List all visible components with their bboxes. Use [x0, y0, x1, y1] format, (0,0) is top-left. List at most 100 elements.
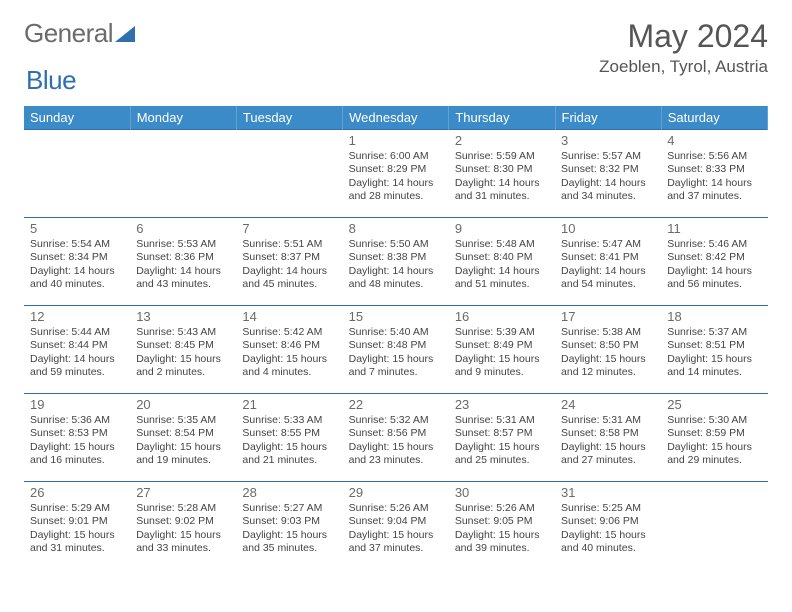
calendar-head: SundayMondayTuesdayWednesdayThursdayFrid…	[24, 106, 768, 130]
day-cell: 10Sunrise: 5:47 AMSunset: 8:41 PMDayligh…	[555, 218, 661, 306]
week-row: 26Sunrise: 5:29 AMSunset: 9:01 PMDayligh…	[24, 482, 768, 570]
day-details: Sunrise: 5:36 AMSunset: 8:53 PMDaylight:…	[30, 414, 124, 468]
day-details: Sunrise: 5:44 AMSunset: 8:44 PMDaylight:…	[30, 326, 124, 380]
day-number: 28	[242, 485, 336, 500]
day-details: Sunrise: 5:59 AMSunset: 8:30 PMDaylight:…	[455, 150, 549, 204]
day-cell: 17 Sunrise: 5:38 AMSunset: 8:50 PMDayligh…	[555, 306, 661, 394]
day-details: Sunrise: 5:42 AMSunset: 8:46 PMDaylight:…	[242, 326, 336, 380]
day-number: 24	[561, 397, 655, 412]
day-number: 1	[349, 133, 443, 148]
day-details: Sunrise: 5:38 AMSunset: 8:50 PMDaylight:…	[561, 326, 655, 380]
day-cell: 6Sunrise: 5:53 AMSunset: 8:36 PMDaylight…	[130, 218, 236, 306]
day-details: Sunrise: 5:56 AMSunset: 8:33 PMDaylight:…	[667, 150, 761, 204]
day-details: Sunrise: 5:46 AMSunset: 8:42 PMDaylight:…	[667, 238, 761, 292]
day-cell: 2 Sunrise: 5:59 AMSunset: 8:30 PMDaylight…	[449, 130, 555, 218]
day-details: Sunrise: 5:57 AMSunset: 8:32 PMDaylight:…	[561, 150, 655, 204]
day-number: 9	[455, 221, 549, 236]
day-details: Sunrise: 5:32 AMSunset: 8:56 PMDaylight:…	[349, 414, 443, 468]
day-number: 18	[667, 309, 761, 324]
day-cell: 20 Sunrise: 5:35 AMSunset: 8:54 PMDayligh…	[130, 394, 236, 482]
day-cell: 7 Sunrise: 5:51 AMSunset: 8:37 PMDaylight…	[236, 218, 342, 306]
day-number: 31	[561, 485, 655, 500]
triangle-icon	[115, 18, 135, 49]
day-number: 27	[136, 485, 230, 500]
week-row: 1 Sunrise: 6:00 AMSunset: 8:29 PMDaylight…	[24, 130, 768, 218]
day-cell: 25 Sunrise: 5:30 AMSunset: 8:59 PMDayligh…	[661, 394, 767, 482]
day-cell: 11 Sunrise: 5:46 AMSunset: 8:42 PMDayligh…	[661, 218, 767, 306]
day-details: Sunrise: 5:51 AMSunset: 8:37 PMDaylight:…	[242, 238, 336, 292]
empty-cell	[661, 482, 767, 570]
brand-part1: General	[24, 18, 113, 49]
day-cell: 8Sunrise: 5:50 AMSunset: 8:38 PMDaylight…	[343, 218, 449, 306]
day-details: Sunrise: 6:00 AMSunset: 8:29 PMDaylight:…	[349, 150, 443, 204]
day-details: Sunrise: 5:27 AMSunset: 9:03 PMDaylight:…	[242, 502, 336, 556]
day-number: 13	[136, 309, 230, 324]
day-cell: 1 Sunrise: 6:00 AMSunset: 8:29 PMDaylight…	[343, 130, 449, 218]
day-details: Sunrise: 5:25 AMSunset: 9:06 PMDaylight:…	[561, 502, 655, 556]
day-cell: 14 Sunrise: 5:42 AMSunset: 8:46 PMDayligh…	[236, 306, 342, 394]
day-number: 15	[349, 309, 443, 324]
month-title: May 2024	[599, 18, 768, 55]
day-cell: 4Sunrise: 5:56 AMSunset: 8:33 PMDaylight…	[661, 130, 767, 218]
dayname-sunday: Sunday	[24, 106, 130, 130]
day-cell: 13Sunrise: 5:43 AMSunset: 8:45 PMDayligh…	[130, 306, 236, 394]
day-details: Sunrise: 5:47 AMSunset: 8:41 PMDaylight:…	[561, 238, 655, 292]
day-cell: 15 Sunrise: 5:40 AMSunset: 8:48 PMDayligh…	[343, 306, 449, 394]
week-row: 5Sunrise: 5:54 AMSunset: 8:34 PMDaylight…	[24, 218, 768, 306]
location: Zoeblen, Tyrol, Austria	[599, 57, 768, 77]
day-details: Sunrise: 5:31 AMSunset: 8:57 PMDaylight:…	[455, 414, 549, 468]
day-details: Sunrise: 5:26 AMSunset: 9:05 PMDaylight:…	[455, 502, 549, 556]
day-number: 2	[455, 133, 549, 148]
dayname-thursday: Thursday	[449, 106, 555, 130]
day-cell: 18 Sunrise: 5:37 AMSunset: 8:51 PMDayligh…	[661, 306, 767, 394]
empty-cell	[130, 130, 236, 218]
day-details: Sunrise: 5:39 AMSunset: 8:49 PMDaylight:…	[455, 326, 549, 380]
day-details: Sunrise: 5:40 AMSunset: 8:48 PMDaylight:…	[349, 326, 443, 380]
brand-logo: General	[24, 18, 136, 49]
day-number: 30	[455, 485, 549, 500]
day-cell: 27 Sunrise: 5:28 AMSunset: 9:02 PMDayligh…	[130, 482, 236, 570]
day-details: Sunrise: 5:30 AMSunset: 8:59 PMDaylight:…	[667, 414, 761, 468]
day-details: Sunrise: 5:28 AMSunset: 9:02 PMDaylight:…	[136, 502, 230, 556]
day-cell: 3Sunrise: 5:57 AMSunset: 8:32 PMDaylight…	[555, 130, 661, 218]
day-cell: 23 Sunrise: 5:31 AMSunset: 8:57 PMDayligh…	[449, 394, 555, 482]
day-cell: 21Sunrise: 5:33 AMSunset: 8:55 PMDayligh…	[236, 394, 342, 482]
day-cell: 5Sunrise: 5:54 AMSunset: 8:34 PMDaylight…	[24, 218, 130, 306]
day-details: Sunrise: 5:48 AMSunset: 8:40 PMDaylight:…	[455, 238, 549, 292]
day-details: Sunrise: 5:50 AMSunset: 8:38 PMDaylight:…	[349, 238, 443, 292]
day-cell: 29Sunrise: 5:26 AMSunset: 9:04 PMDayligh…	[343, 482, 449, 570]
day-details: Sunrise: 5:53 AMSunset: 8:36 PMDaylight:…	[136, 238, 230, 292]
day-details: Sunrise: 5:31 AMSunset: 8:58 PMDaylight:…	[561, 414, 655, 468]
day-details: Sunrise: 5:37 AMSunset: 8:51 PMDaylight:…	[667, 326, 761, 380]
week-row: 19 Sunrise: 5:36 AMSunset: 8:53 PMDayligh…	[24, 394, 768, 482]
day-cell: 19 Sunrise: 5:36 AMSunset: 8:53 PMDayligh…	[24, 394, 130, 482]
calendar-body: 1 Sunrise: 6:00 AMSunset: 8:29 PMDaylight…	[24, 130, 768, 570]
title-block: May 2024 Zoeblen, Tyrol, Austria	[599, 18, 768, 77]
day-details: Sunrise: 5:26 AMSunset: 9:04 PMDaylight:…	[349, 502, 443, 556]
day-number: 14	[242, 309, 336, 324]
dayname-wednesday: Wednesday	[343, 106, 449, 130]
brand-part2: Blue	[26, 65, 76, 96]
empty-cell	[24, 130, 130, 218]
day-number: 5	[30, 221, 124, 236]
day-number: 7	[242, 221, 336, 236]
day-number: 11	[667, 221, 761, 236]
day-number: 17	[561, 309, 655, 324]
day-cell: 24 Sunrise: 5:31 AMSunset: 8:58 PMDayligh…	[555, 394, 661, 482]
day-cell: 31 Sunrise: 5:25 AMSunset: 9:06 PMDayligh…	[555, 482, 661, 570]
day-number: 25	[667, 397, 761, 412]
day-details: Sunrise: 5:33 AMSunset: 8:55 PMDaylight:…	[242, 414, 336, 468]
day-number: 23	[455, 397, 549, 412]
week-row: 12 Sunrise: 5:44 AMSunset: 8:44 PMDayligh…	[24, 306, 768, 394]
day-number: 19	[30, 397, 124, 412]
day-number: 12	[30, 309, 124, 324]
day-cell: 28 Sunrise: 5:27 AMSunset: 9:03 PMDayligh…	[236, 482, 342, 570]
day-cell: 22 Sunrise: 5:32 AMSunset: 8:56 PMDayligh…	[343, 394, 449, 482]
day-number: 22	[349, 397, 443, 412]
day-cell: 16Sunrise: 5:39 AMSunset: 8:49 PMDayligh…	[449, 306, 555, 394]
day-cell: 12 Sunrise: 5:44 AMSunset: 8:44 PMDayligh…	[24, 306, 130, 394]
day-cell: 26Sunrise: 5:29 AMSunset: 9:01 PMDayligh…	[24, 482, 130, 570]
day-number: 20	[136, 397, 230, 412]
day-details: Sunrise: 5:29 AMSunset: 9:01 PMDaylight:…	[30, 502, 124, 556]
day-details: Sunrise: 5:35 AMSunset: 8:54 PMDaylight:…	[136, 414, 230, 468]
